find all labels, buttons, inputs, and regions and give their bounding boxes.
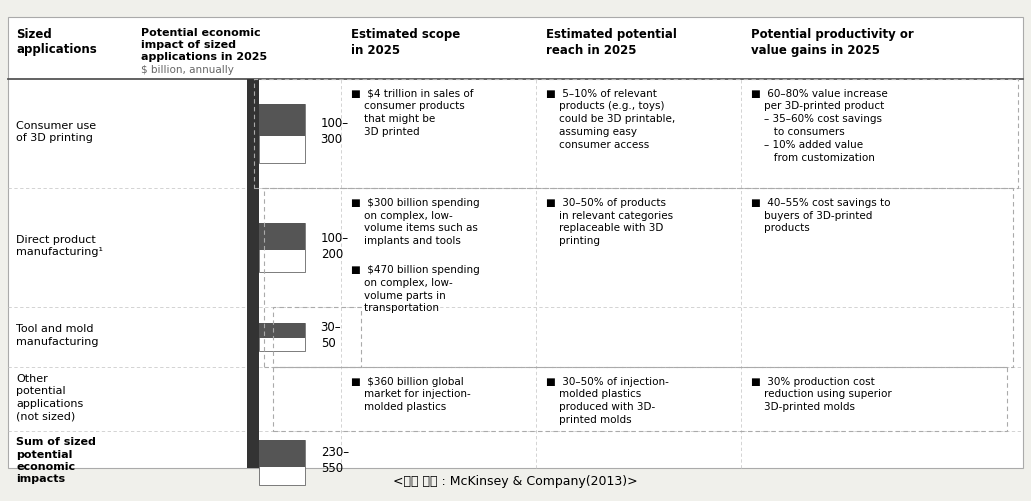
Text: ■  $4 trillion in sales of
    consumer products
    that might be
    3D printe: ■ $4 trillion in sales of consumer produ… bbox=[352, 89, 474, 137]
Text: Sized
applications: Sized applications bbox=[16, 28, 97, 56]
Bar bbox=[273, 308, 361, 367]
Text: Tool and mold
manufacturing: Tool and mold manufacturing bbox=[16, 324, 99, 346]
Bar bbox=[259, 104, 305, 164]
Bar bbox=[264, 188, 1012, 367]
Bar bbox=[259, 324, 305, 339]
Text: Estimated potential
reach in 2025: Estimated potential reach in 2025 bbox=[546, 28, 677, 57]
Bar bbox=[254, 80, 1018, 188]
Text: ■  30–50% of products
    in relevant categories
    replaceable with 3D
    pri: ■ 30–50% of products in relevant categor… bbox=[546, 197, 673, 246]
Text: 100–
300: 100– 300 bbox=[321, 117, 348, 146]
Text: ■  30% production cost
    reduction using superior
    3D-printed molds: ■ 30% production cost reduction using su… bbox=[752, 376, 892, 411]
Text: 100–
200: 100– 200 bbox=[321, 231, 348, 260]
Bar bbox=[259, 223, 305, 273]
Text: Potential economic
impact of sized
applications in 2025: Potential economic impact of sized appli… bbox=[141, 28, 267, 62]
Text: Potential productivity or
value gains in 2025: Potential productivity or value gains in… bbox=[752, 28, 914, 57]
Text: ■  $300 billion spending
    on complex, low-
    volume items such as
    impla: ■ $300 billion spending on complex, low-… bbox=[352, 197, 480, 246]
Text: $ billion, annually: $ billion, annually bbox=[141, 65, 234, 75]
Bar bbox=[259, 440, 305, 467]
Text: 230–
550: 230– 550 bbox=[321, 445, 348, 474]
Text: ■  40–55% cost savings to
    buyers of 3D-printed
    products: ■ 40–55% cost savings to buyers of 3D-pr… bbox=[752, 197, 891, 233]
Text: ■  30–50% of injection-
    molded plastics
    produced with 3D-
    printed mo: ■ 30–50% of injection- molded plastics p… bbox=[546, 376, 669, 424]
Text: Sum of sized
potential
economic
impacts: Sum of sized potential economic impacts bbox=[16, 436, 96, 483]
Bar bbox=[273, 367, 1006, 431]
Bar bbox=[259, 324, 305, 351]
Text: Estimated scope
in 2025: Estimated scope in 2025 bbox=[352, 28, 461, 57]
Bar bbox=[259, 223, 305, 250]
Bar bbox=[259, 104, 305, 137]
Text: <자료 출스 : McKinsey & Company(2013)>: <자료 출스 : McKinsey & Company(2013)> bbox=[393, 474, 638, 487]
Text: ■  $470 billion spending
    on complex, low-
    volume parts in
    transporta: ■ $470 billion spending on complex, low-… bbox=[352, 265, 480, 313]
Bar bbox=[246, 80, 259, 468]
Text: Other
potential
applications
(not sized): Other potential applications (not sized) bbox=[16, 373, 84, 420]
Text: ■  60–80% value increase
    per 3D-printed product
    – 35–60% cost savings
  : ■ 60–80% value increase per 3D-printed p… bbox=[752, 89, 888, 162]
Text: ■  $360 billion global
    market for injection-
    molded plastics: ■ $360 billion global market for injecti… bbox=[352, 376, 471, 411]
Bar bbox=[259, 440, 305, 484]
Text: Direct product
manufacturing¹: Direct product manufacturing¹ bbox=[16, 234, 103, 257]
Text: Consumer use
of 3D printing: Consumer use of 3D printing bbox=[16, 120, 96, 143]
Text: 30–
50: 30– 50 bbox=[321, 320, 341, 349]
Text: ■  5–10% of relevant
    products (e.g., toys)
    could be 3D printable,
    as: ■ 5–10% of relevant products (e.g., toys… bbox=[546, 89, 675, 150]
